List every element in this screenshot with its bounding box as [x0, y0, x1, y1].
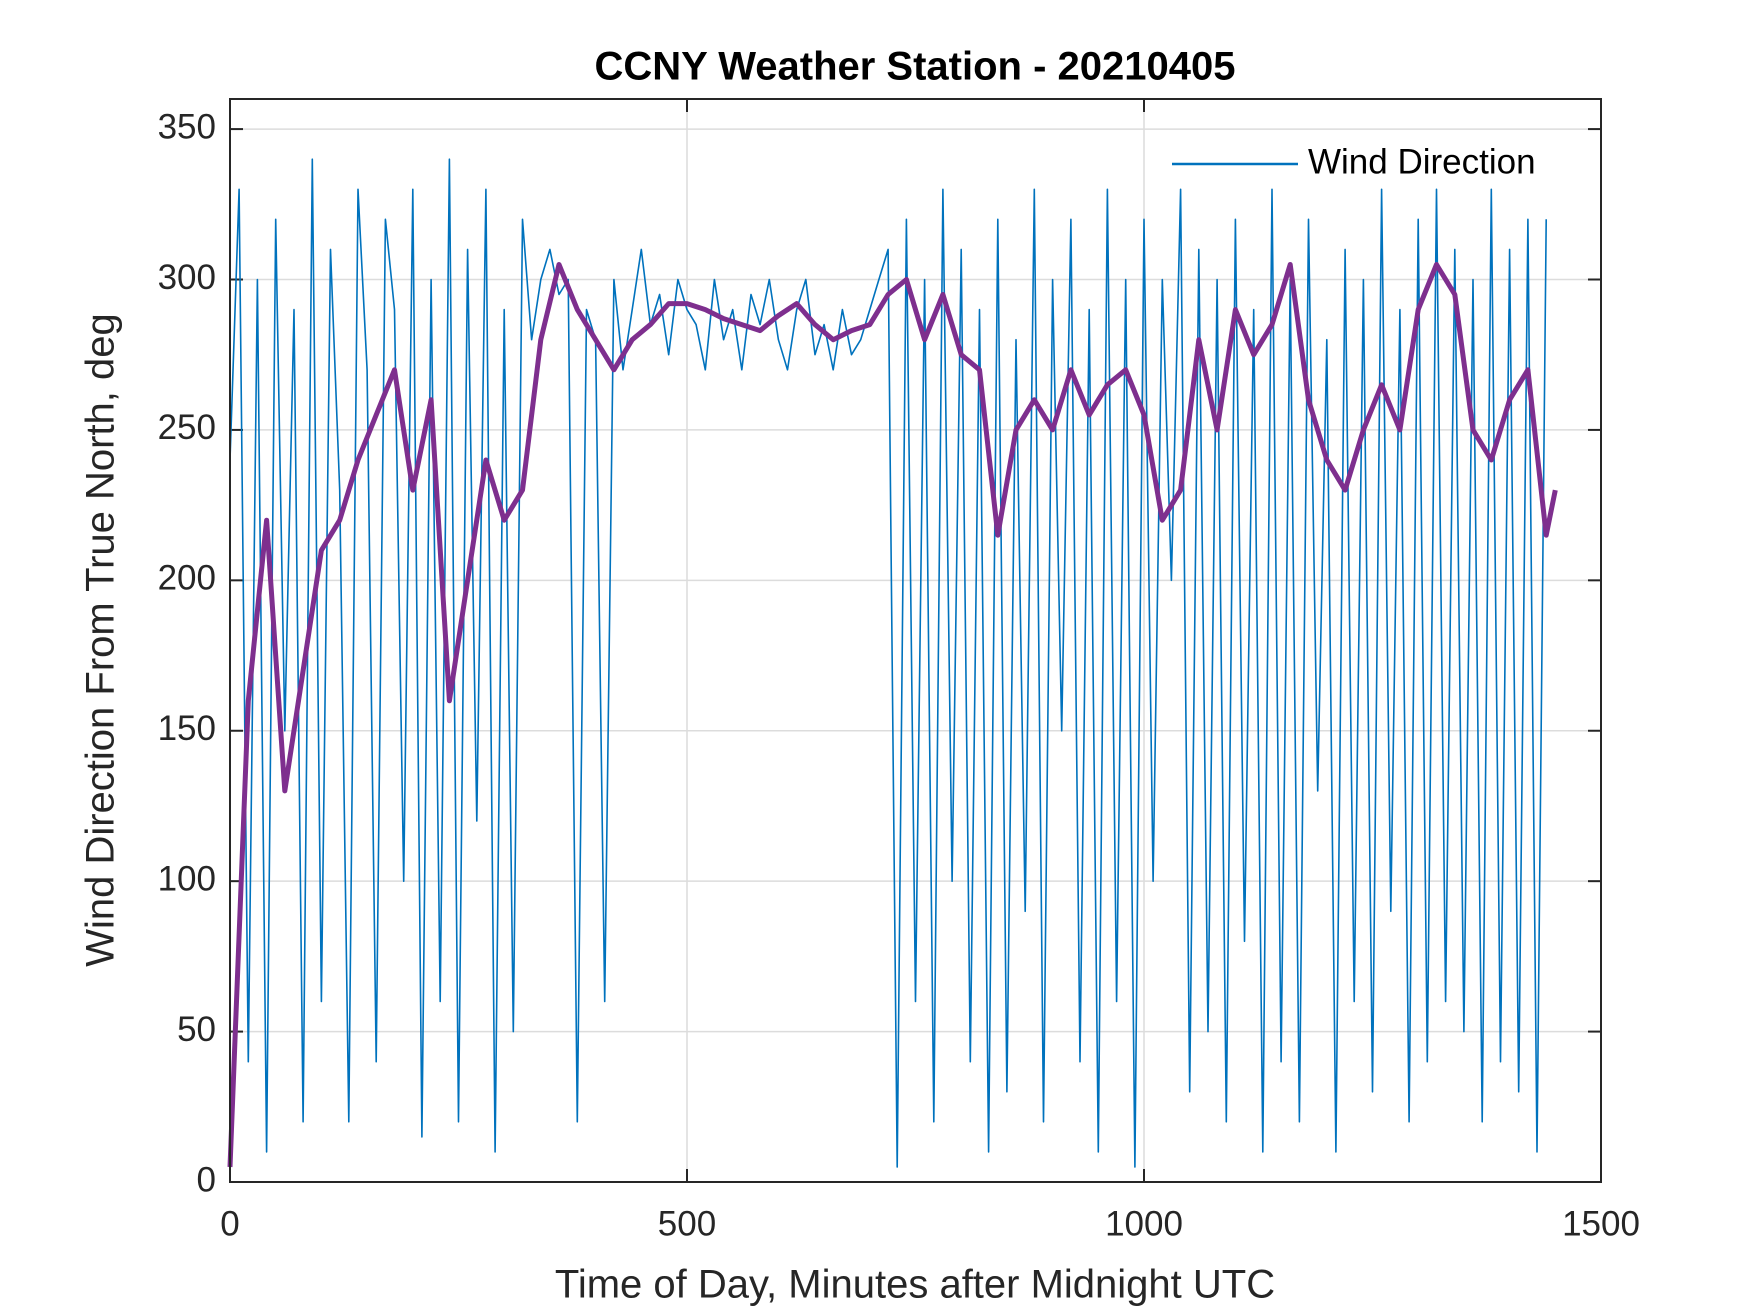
- y-tick-label: 300: [158, 258, 216, 297]
- y-tick-label: 350: [158, 107, 216, 146]
- y-tick-label: 100: [158, 859, 216, 898]
- x-tick-label: 0: [220, 1204, 239, 1243]
- y-tick-label: 0: [197, 1160, 216, 1199]
- y-axis-label: Wind Direction From True North, deg: [79, 313, 123, 967]
- data-line: [227, 262, 1558, 1168]
- chart-title: CCNY Weather Station - 20210405: [595, 45, 1236, 89]
- legend-label: Wind Direction: [1308, 142, 1536, 181]
- y-tick-label: 250: [158, 408, 216, 447]
- y-tick-label: 150: [158, 709, 216, 748]
- plot-frame: [229, 98, 1602, 1183]
- x-axis-label: Time of Day, Minutes after Midnight UTC: [555, 1263, 1275, 1307]
- x-tick-label: 500: [658, 1204, 716, 1243]
- x-tick-label: 1000: [1105, 1204, 1183, 1243]
- x-tick-label: 1500: [1562, 1204, 1640, 1243]
- y-tick-label: 50: [177, 1010, 216, 1049]
- y-tick-label: 200: [158, 559, 216, 598]
- data-line: [229, 158, 1547, 1168]
